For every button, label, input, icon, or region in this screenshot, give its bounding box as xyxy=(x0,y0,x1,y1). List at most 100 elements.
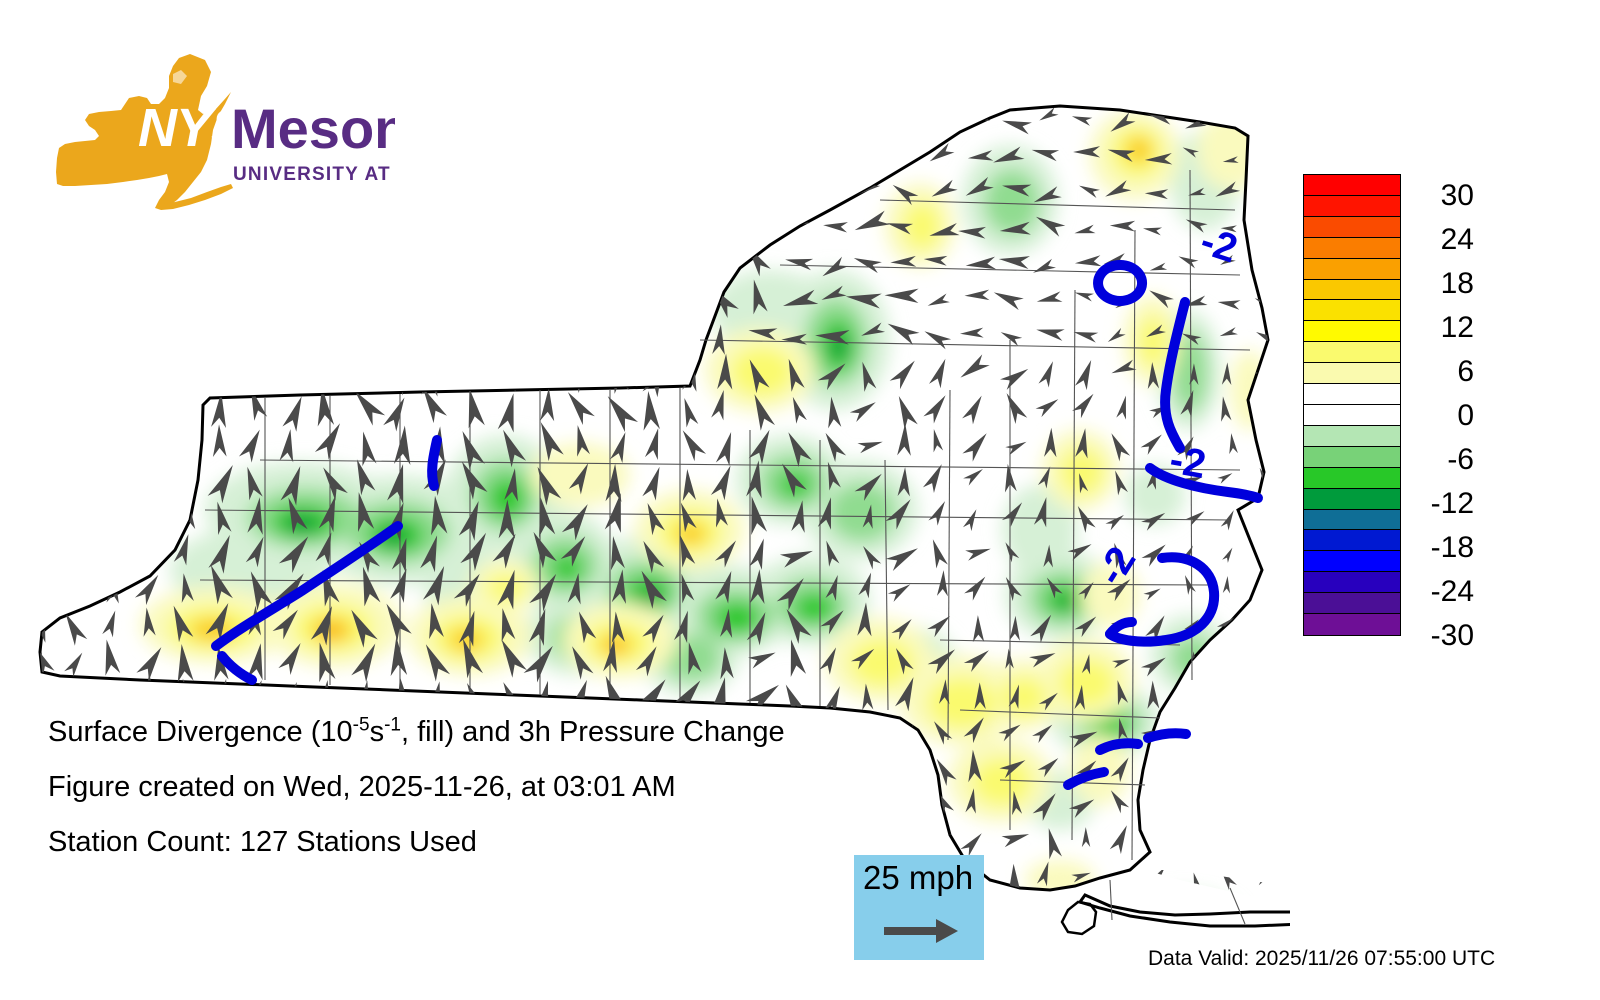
wind-arrow xyxy=(635,646,657,677)
wind-arrow xyxy=(1188,187,1206,196)
colorbar-tick-0: 0 xyxy=(1457,399,1474,432)
contour-east-mid xyxy=(1145,463,1263,503)
wind-arrow xyxy=(212,106,232,144)
long-island-outline xyxy=(1077,893,1290,928)
wind-arrow xyxy=(748,652,776,669)
contour-west-3 xyxy=(217,651,257,685)
wind-arrow xyxy=(310,605,333,646)
wind-arrow xyxy=(454,351,480,390)
contour-west-2 xyxy=(211,521,403,651)
wind-arrow xyxy=(746,460,762,499)
wind-arrow xyxy=(861,322,886,336)
wind-arrow xyxy=(102,610,116,638)
wind-arrow xyxy=(675,108,707,136)
wind-arrow xyxy=(495,285,518,320)
wind-arrow xyxy=(820,610,844,635)
wind-arrow xyxy=(61,684,86,717)
colorbar-band-18 xyxy=(1304,551,1400,573)
wind-arrow xyxy=(610,432,626,464)
wind-arrow xyxy=(1036,861,1049,887)
caption-sup-exp2: -1 xyxy=(384,714,401,736)
wind-arrow xyxy=(748,429,770,465)
wind-arrow xyxy=(972,615,985,643)
wind-arrow xyxy=(568,141,593,174)
wind-arrow xyxy=(1180,389,1194,418)
wind-arrow xyxy=(680,141,707,179)
wind-arrow xyxy=(418,277,440,317)
wind-arrow xyxy=(779,550,813,568)
wind-arrow xyxy=(108,212,132,249)
wind-arrow xyxy=(141,245,168,282)
wind-arrow xyxy=(142,213,166,249)
wind-arrow xyxy=(1180,758,1194,775)
wind-arrow xyxy=(1256,331,1278,347)
wind-arrow xyxy=(1222,576,1231,594)
logo-subtitle-text: UNIVERSITY AT ALBANY xyxy=(233,164,395,185)
wind-arrow xyxy=(1001,834,1030,848)
wind-arrow xyxy=(139,431,166,466)
wind-arrow xyxy=(390,212,411,248)
wind-arrow xyxy=(642,614,664,644)
divergence-map[interactable]: -2 -2 -2 xyxy=(0,40,1290,940)
wind-arrow xyxy=(1033,258,1057,273)
wind-arrow xyxy=(642,466,660,501)
wind-arrow xyxy=(540,422,564,462)
wind-arrow xyxy=(1078,581,1094,600)
wind-arrow xyxy=(139,106,152,131)
wind-arrow xyxy=(932,539,948,569)
wind-arrow xyxy=(503,429,527,468)
wind-arrow xyxy=(143,350,163,389)
wind-arrow xyxy=(1035,399,1059,418)
wind-arrow xyxy=(751,496,768,535)
wind-arrow xyxy=(389,279,412,320)
wind-arrow xyxy=(1118,717,1128,741)
wind-arrow xyxy=(362,566,381,607)
wind-arrow xyxy=(561,504,588,541)
wind-arrow xyxy=(533,531,557,569)
wind-arrow xyxy=(573,896,587,906)
wind-arrow xyxy=(494,249,511,290)
wind-arrow xyxy=(536,106,552,136)
wind-arrow xyxy=(499,137,517,178)
wind-arrow xyxy=(205,900,222,906)
wind-arrow xyxy=(1073,146,1101,158)
wind-arrow xyxy=(688,642,702,675)
wind-arrow xyxy=(1189,363,1199,385)
divergence-colorbar[interactable] xyxy=(1303,174,1401,636)
wind-arrow xyxy=(1215,181,1241,197)
wind-arrow xyxy=(1068,799,1095,819)
wind-arrow xyxy=(427,175,445,211)
caption-title: Surface Divergence (10-5s-1, fill) and 3… xyxy=(48,715,948,747)
wind-arrow xyxy=(360,137,375,171)
wind-arrow xyxy=(501,639,527,678)
wind-arrow xyxy=(312,316,341,354)
wind-arrow xyxy=(173,358,186,388)
wind-arrow xyxy=(281,172,298,212)
wind-arrow xyxy=(724,900,737,906)
wind-arrow xyxy=(1249,183,1274,200)
wind-arrow xyxy=(143,607,156,637)
wind-arrow xyxy=(678,243,697,280)
wind-arrow xyxy=(933,721,953,745)
wind-arrow xyxy=(173,248,200,276)
wind-arrow xyxy=(638,325,662,354)
colorbar-band-19 xyxy=(1304,572,1400,594)
wind-arrow xyxy=(461,461,488,500)
wind-arrow xyxy=(217,501,232,535)
wind-arrow xyxy=(498,499,516,539)
wind-arrow xyxy=(1111,659,1131,669)
wind-arrow xyxy=(1038,361,1053,388)
wind-arrow xyxy=(609,248,631,282)
wind-arrow xyxy=(568,463,589,495)
map-svg[interactable]: -2 -2 -2 xyxy=(0,40,1290,940)
wind-arrow xyxy=(108,503,129,531)
wind-arrow xyxy=(998,256,1030,270)
wind-arrow xyxy=(1220,225,1237,233)
wind-arrow xyxy=(429,603,444,640)
wind-arrow xyxy=(435,106,452,140)
wind-arrow xyxy=(1110,790,1130,814)
long-island-silhouette xyxy=(161,184,233,210)
wind-arrow xyxy=(284,291,311,319)
wind-arrow xyxy=(681,573,695,604)
wind-arrow xyxy=(142,465,162,501)
